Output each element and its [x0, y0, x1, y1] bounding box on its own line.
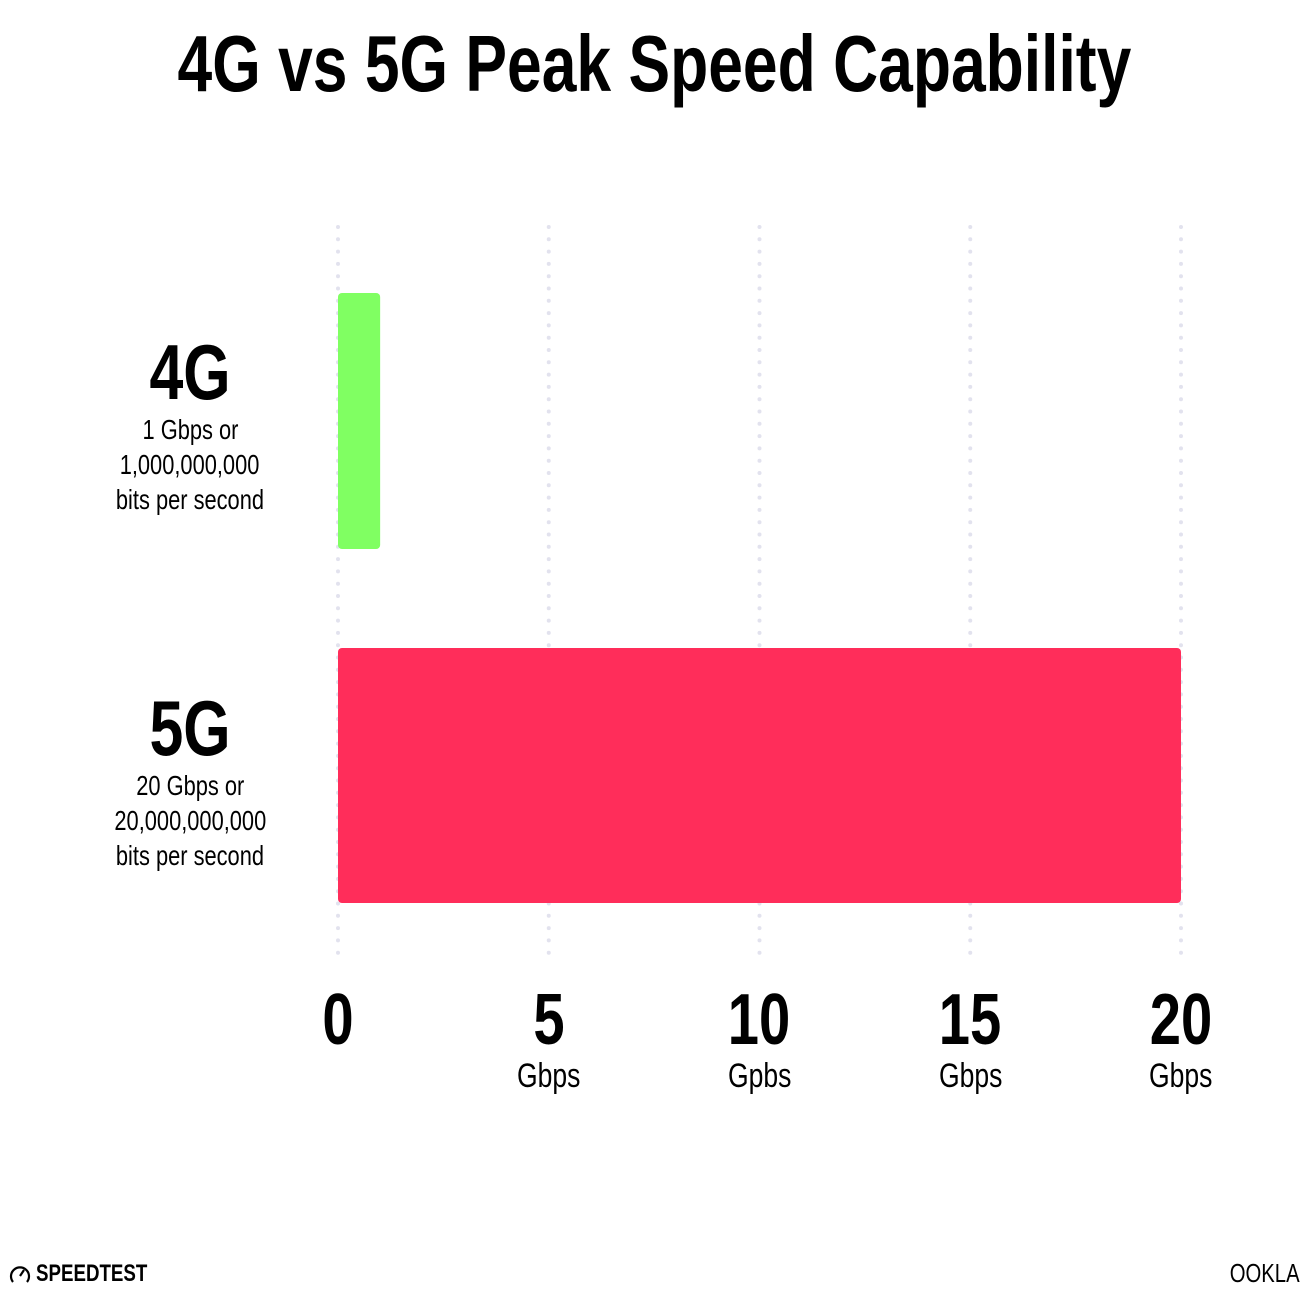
tick-unit: Gbps	[517, 1057, 581, 1095]
chart-title: 4G vs 5G Peak Speed Capability	[177, 19, 1131, 108]
tick-value: 5	[533, 980, 565, 1060]
tick-unit: Gbps	[1149, 1057, 1213, 1095]
x-tick-label: 20 Gbps	[1081, 982, 1281, 1094]
tick-value: 10	[728, 980, 791, 1060]
bar-5g	[338, 648, 1181, 903]
tick-unit: Gbps	[938, 1057, 1002, 1095]
x-tick-label: 5 Gbps	[449, 982, 649, 1094]
speedtest-logo: SPEEDTEST	[8, 1260, 179, 1288]
speedometer-icon	[9, 1266, 31, 1283]
x-tick-label: 15 Gbps	[870, 982, 1070, 1094]
x-tick-label: 10 Gpbs	[660, 982, 860, 1094]
tick-value: 0	[322, 980, 354, 1060]
tick-value: 20	[1149, 980, 1213, 1060]
category-label-5g: 5G 20 Gbps or 20,000,000,000 bits per se…	[114, 684, 266, 871]
tick-value: 15	[939, 980, 1002, 1060]
x-tick-label: 0	[238, 982, 438, 1094]
category-label-4g: 4G 1 Gbps or 1,000,000,000 bits per seco…	[115, 328, 265, 515]
tick-unit: Gpbs	[727, 1057, 792, 1095]
ookla-logo: OOKLA	[1230, 1258, 1300, 1288]
bar-4g	[338, 293, 381, 549]
